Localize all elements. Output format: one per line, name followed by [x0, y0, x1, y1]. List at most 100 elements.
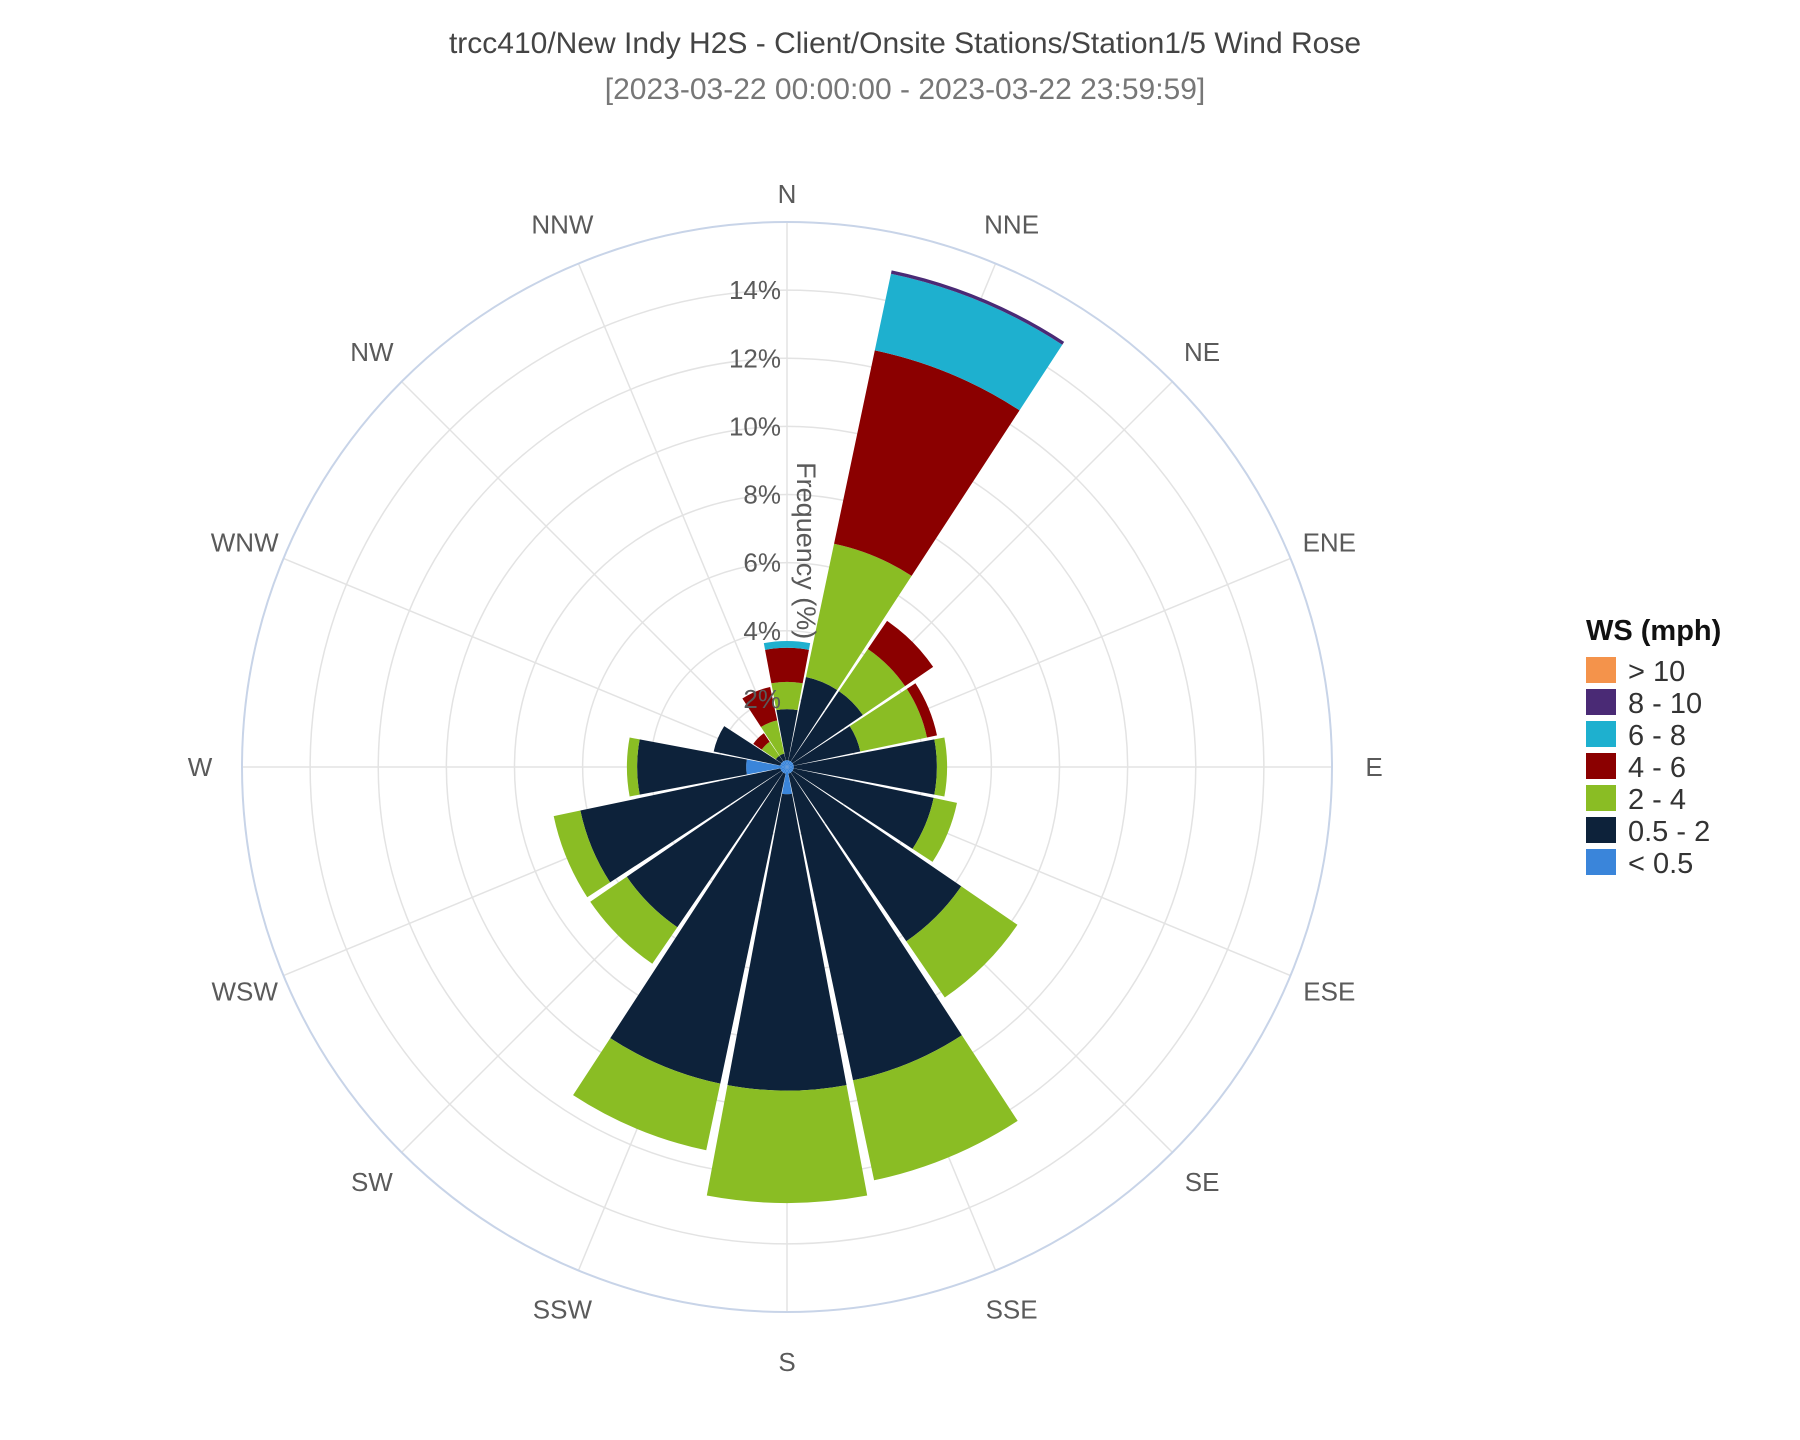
bar-nw-seg-0 [781, 761, 787, 767]
bar-nne-seg-3 [834, 350, 1020, 576]
bar-wsw-seg-2 [553, 810, 611, 898]
direction-label-ne: NE [1184, 337, 1220, 367]
bar-ene-seg-1 [792, 726, 861, 766]
direction-label-wnw: WNW [211, 527, 279, 557]
bar-nw-seg-1 [775, 755, 784, 764]
bar-ssw-seg-1 [610, 772, 786, 1084]
legend-swatch [1586, 817, 1616, 843]
direction-label-s: S [778, 1347, 795, 1377]
legend-swatch [1586, 721, 1616, 747]
legend-label: 0.5 - 2 [1628, 816, 1710, 848]
bar-sse-seg-2 [853, 1035, 1018, 1181]
bar-n-seg-1 [776, 709, 798, 761]
direction-label-se: SE [1185, 1167, 1220, 1197]
bar-sw-seg-1 [626, 770, 784, 928]
legend-label: > 10 [1628, 656, 1685, 688]
bar-ssw-seg-0 [783, 767, 787, 774]
direction-label-nw: NW [350, 337, 394, 367]
direction-label-n: N [778, 179, 797, 209]
bar-ene-seg-3 [906, 683, 937, 738]
direction-label-ssw: SSW [533, 1294, 593, 1324]
legend-swatch [1586, 849, 1616, 875]
bar-nne-seg-1 [788, 677, 838, 762]
bar-nw-seg-3 [753, 733, 770, 750]
outer-ring [241, 221, 1333, 1313]
direction-label-w: W [188, 752, 213, 782]
bar-e-seg-2 [934, 737, 948, 797]
bar-ene-seg-2 [849, 688, 927, 752]
bar-ene-seg-0 [787, 763, 794, 767]
bar-ne-seg-1 [790, 691, 863, 764]
direction-label-ese: ESE [1303, 977, 1355, 1007]
bar-sse-seg-0 [787, 767, 791, 774]
bar-se-seg-1 [790, 770, 962, 942]
direction-label-wsw: WSW [211, 977, 278, 1007]
bar-nw-seg-2 [761, 741, 780, 760]
bar-ne-seg-0 [787, 761, 793, 767]
bar-nne-seg-0 [787, 760, 791, 767]
direction-label-ene: ENE [1303, 527, 1356, 557]
direction-label-sse: SSE [986, 1294, 1038, 1324]
bar-wnw-seg-1 [713, 726, 782, 766]
bar-wsw-seg-0 [780, 767, 787, 771]
bar-sw-seg-0 [781, 767, 787, 773]
bar-ese-seg-1 [792, 768, 934, 849]
bar-wsw-seg-1 [580, 768, 782, 883]
legend-label: 8 - 10 [1628, 688, 1702, 720]
chart-title: trcc410/New Indy H2S - Client/Onsite Sta… [449, 27, 1361, 60]
chart-subtitle: [2023-03-22 00:00:00 - 2023-03-22 23:59:… [605, 73, 1205, 106]
bar-nnw-seg-2 [760, 720, 785, 756]
bar-sse-seg-1 [788, 772, 962, 1081]
bar-n-seg-0 [785, 760, 789, 767]
bar-ssw-seg-2 [573, 1038, 721, 1151]
bar-se-seg-0 [787, 767, 793, 773]
legend-swatch [1586, 657, 1616, 683]
bar-se-seg-2 [906, 886, 1018, 998]
grid-spoke [401, 381, 788, 768]
legend-swatch [1586, 785, 1616, 811]
legend-swatch [1586, 689, 1616, 715]
direction-label-nne: NNE [984, 210, 1039, 240]
bar-ne-seg-2 [838, 648, 906, 716]
wind-rose-bars [553, 270, 1065, 1203]
legend-label: 2 - 4 [1628, 784, 1686, 816]
grid-spoke [577, 263, 788, 768]
legend-swatch [1586, 753, 1616, 779]
legend-label: < 0.5 [1628, 848, 1693, 880]
radial-tick-label: 4% [743, 616, 781, 646]
bar-n-seg-4 [763, 640, 811, 650]
bar-nne-seg-2 [805, 543, 912, 690]
bar-nnw-seg-0 [783, 760, 787, 767]
radial-tick-label: 14% [729, 275, 781, 305]
bar-nnw-seg-3 [742, 687, 778, 728]
bar-ne-seg-3 [867, 620, 934, 687]
legend-title: WS (mph) [1586, 615, 1721, 647]
radial-tick-label: 6% [743, 548, 781, 578]
bar-ese-seg-2 [912, 797, 957, 862]
bar-e-seg-0 [787, 765, 794, 769]
grid-spoke [283, 557, 788, 768]
bar-n-seg-3 [765, 647, 809, 684]
radial-tick-label: 12% [729, 343, 781, 373]
direction-label-e: E [1365, 752, 1382, 782]
legend-label: 4 - 6 [1628, 752, 1686, 784]
bar-s-seg-1 [727, 793, 847, 1091]
legend-label: 6 - 8 [1628, 720, 1686, 752]
radial-axis-title: Frequency (%) [791, 462, 821, 639]
bar-s-seg-0 [781, 767, 793, 795]
bar-w-seg-2 [626, 737, 640, 797]
bar-sw-seg-2 [590, 876, 678, 964]
radial-tick-label: 8% [743, 480, 781, 510]
bar-w-seg-0 [746, 759, 787, 775]
bar-nnw-seg-1 [779, 753, 786, 762]
legend: WS (mph) > 108 - 106 - 84 - 62 - 40.5 - 2… [1586, 615, 1721, 880]
bar-nne-seg-4 [874, 273, 1063, 411]
direction-label-nnw: NNW [531, 210, 594, 240]
bar-ese-seg-0 [787, 767, 794, 771]
bar-s-seg-2 [706, 1085, 868, 1203]
bar-w-seg-1 [637, 739, 747, 795]
bar-e-seg-1 [793, 739, 937, 795]
polar-labels: N NNE NE ENE E ESE SE SSE S SSW SW WSW W WNW NW NNW 2% 4%… [188, 179, 1383, 1377]
bar-n-seg-2 [771, 681, 803, 711]
